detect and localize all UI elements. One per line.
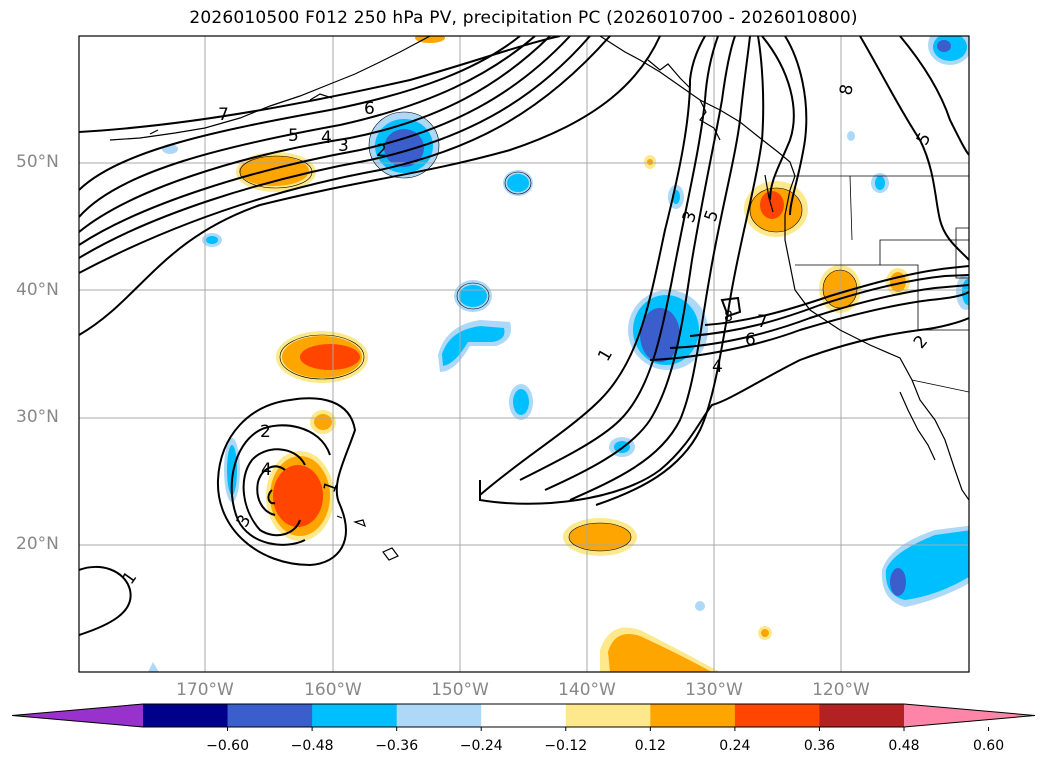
negative-anomalies: [148, 36, 969, 672]
map-frame: [78, 35, 970, 673]
contour-label: 3: [338, 136, 349, 156]
contour-label: 2: [910, 332, 932, 353]
contour-label: 8: [836, 83, 858, 97]
colorbar-tick-label: −0.24: [459, 738, 503, 754]
colorbar-segment: [819, 704, 905, 727]
colorbar-segment: [734, 704, 820, 727]
colorbar-tick-label: −0.60: [206, 738, 249, 754]
contour-label: 7: [757, 312, 768, 332]
contour-label: 1: [594, 346, 617, 365]
lon-label: 160°W: [304, 680, 362, 700]
precip-shading: [148, 36, 969, 672]
colorbar-tick-label: 0.36: [803, 738, 836, 754]
colorbar-tick-label: −0.12: [544, 738, 588, 754]
pv-contours: [79, 36, 969, 636]
colorbar-segment: [312, 704, 398, 727]
lon-label: 140°W: [558, 680, 616, 700]
precip-outlines: [239, 111, 858, 552]
contour-label: 2: [260, 422, 271, 442]
colorbar-tick-label: 0.24: [719, 738, 751, 754]
contour-label: 4: [321, 128, 332, 148]
positive-anomalies: [236, 36, 910, 672]
lon-label: 130°W: [685, 680, 743, 700]
contour-labels: 7 6 5 4 3 2 1 2 4 3 1 1 3 5 7 6 4 8 8 5 …: [119, 83, 936, 589]
lon-label: 170°W: [176, 680, 234, 700]
colorbar-tick-label: −0.36: [375, 738, 419, 754]
colorbar-outline: [11, 703, 1036, 728]
colorbar-extend-low: [12, 704, 143, 727]
contour-label: 2: [376, 141, 387, 161]
colorbar-segment: [565, 704, 651, 727]
contour-label: 4: [261, 460, 272, 480]
contour-label: 4: [712, 357, 723, 377]
colorbar-segment: [481, 704, 567, 727]
contour-label: 7: [218, 105, 229, 125]
chart-title: 2026010500 F012 250 hPa PV, precipitatio…: [189, 8, 858, 28]
colorbar-segment: [143, 704, 229, 727]
lat-label: 40°N: [16, 280, 59, 300]
colorbar-segment: [227, 704, 313, 727]
lat-label: 30°N: [16, 407, 59, 427]
lat-label: 50°N: [16, 152, 59, 172]
colorbar: [11, 703, 1036, 731]
colorbar-tick-label: 0.12: [634, 738, 666, 754]
borders: [775, 175, 969, 393]
colorbar-tick-label: −0.48: [290, 738, 334, 754]
lon-label: 120°W: [812, 680, 870, 700]
colorbar-tick-label: 0.60: [972, 738, 1005, 754]
colorbar-extend-high: [904, 704, 1035, 727]
contour-label: 5: [913, 129, 936, 148]
colorbar-tick-label: 0.48: [888, 738, 920, 754]
contour-label: 3: [233, 511, 256, 530]
colorbar-segment: [396, 704, 482, 727]
lat-label: 20°N: [16, 534, 59, 554]
contour-label: 6: [364, 99, 375, 119]
contour-label: 5: [701, 207, 723, 224]
contour-label: 8: [724, 309, 733, 325]
graticule: [79, 36, 969, 672]
contour-label: 3: [679, 208, 701, 225]
lon-label: 150°W: [431, 680, 489, 700]
contour-label: 6: [745, 330, 756, 350]
colorbar-segment: [650, 704, 736, 727]
contour-label: 1: [119, 568, 142, 588]
contour-label: 5: [288, 126, 299, 146]
